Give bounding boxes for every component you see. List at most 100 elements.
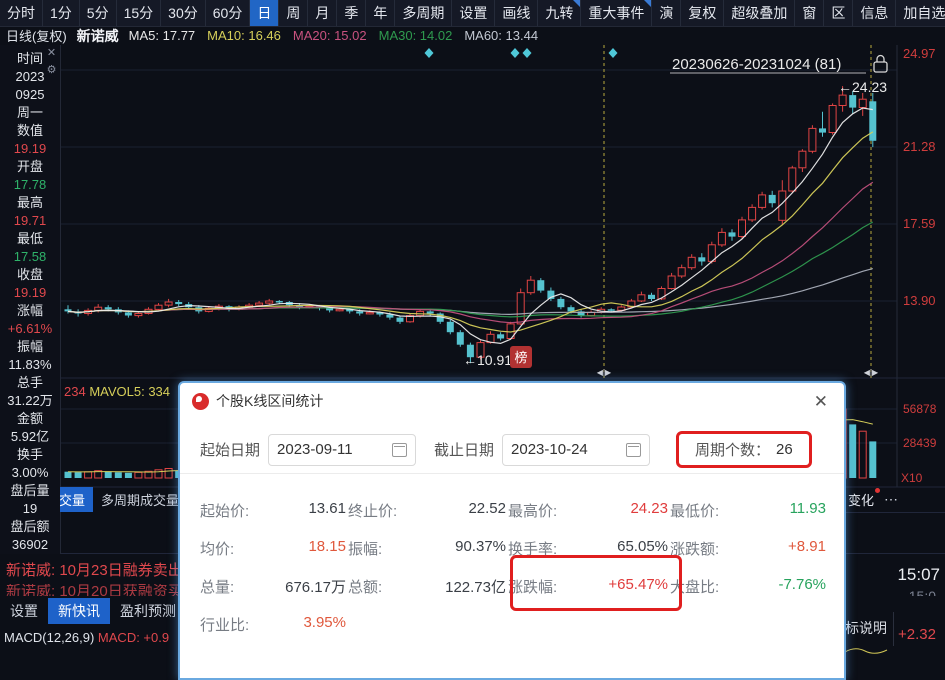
info-row: 换手 <box>16 447 43 462</box>
end-date-label: 截止日期 <box>434 442 495 459</box>
info-row: 19.19 <box>13 285 47 300</box>
calendar-icon[interactable] <box>626 442 642 457</box>
info-row: 涨幅 <box>16 303 43 318</box>
toolbar-button-5分[interactable]: 5分 <box>80 0 117 26</box>
toolbar-button-30分[interactable]: 30分 <box>161 0 206 26</box>
svg-text:←24.23: ←24.23 <box>838 79 887 95</box>
info-row: 盘后额 <box>10 519 50 534</box>
news-line-clipped[interactable]: 新诺威: 10月20日获融资买入 <box>6 584 178 596</box>
toolbar-button-日[interactable]: 日 <box>250 0 280 26</box>
period-count-label: 周期个数： <box>695 442 771 459</box>
toolbar-button-信息[interactable]: 信息 <box>853 0 897 26</box>
calendar-icon[interactable] <box>392 442 408 457</box>
ma-row: 日线(复权) 新诺威 MA5: 17.77 MA10: 16.46 MA20: 15… <box>0 26 945 45</box>
toolbar-button-超级叠加[interactable]: 超级叠加 <box>724 0 796 26</box>
info-row: 振幅 <box>16 339 43 354</box>
info-row: 开盘 <box>16 159 43 174</box>
tab-成交量[interactable]: 成交量 <box>60 487 94 512</box>
dialog-title: 个股K线区间统计 <box>216 393 324 409</box>
volume-header: 234 MAVOL5: 334 <box>64 384 177 399</box>
toolbar-button-年[interactable]: 年 <box>366 0 396 26</box>
info-panel: 时间 2023 0925 周一 数值 19.19 开盘 17.78 最高 19.71 最低 17.58… <box>0 45 61 554</box>
right-tab-row: 变化 ⋯ <box>846 487 945 513</box>
toolbar-button-窗[interactable]: 窗 <box>795 0 825 26</box>
toolbar-button-区[interactable]: 区 <box>824 0 854 26</box>
tab-news-flash[interactable]: 新快讯 <box>48 598 110 624</box>
toolbar-button-画线[interactable]: 画线 <box>495 0 539 26</box>
date-range-form: 起始日期 2023-09-11 截止日期 2023-10-24 周期个数： 26 <box>200 431 812 468</box>
info-row: 最低 <box>16 231 43 246</box>
dialog-titlebar[interactable]: 个股K线区间统计 <box>180 383 844 419</box>
stat-涨跌额: 涨跌额: +8.91 <box>670 537 826 558</box>
toolbar-button-季[interactable]: 季 <box>337 0 367 26</box>
info-row: 11.83% <box>8 357 52 372</box>
toolbar-button-重大事件[interactable]: 重大事件 <box>581 0 653 26</box>
info-row: 收盘 <box>16 267 43 282</box>
toolbar-button-月[interactable]: 月 <box>308 0 338 26</box>
news-line[interactable]: 新诺威: 10月23日融券卖出 <box>6 562 178 579</box>
toolbar-button-分时[interactable]: 分时 <box>0 0 43 26</box>
stock-name: 新诺威 <box>76 27 119 44</box>
kline-chart[interactable]: ◀|▶ ◀|▶ 20230626-20231024 (81) ←24.23 ←10.91… <box>60 45 945 635</box>
toolbar-button-15分[interactable]: 15分 <box>117 0 162 26</box>
start-date-label: 起始日期 <box>200 442 261 459</box>
toolbar-button-加自选[interactable]: 加自选 <box>896 0 945 26</box>
svg-text:24.97: 24.97 <box>903 46 936 61</box>
indicator-help-link[interactable]: 标说明 <box>845 620 887 636</box>
stat-均价: 均价: 18.15 <box>200 537 346 558</box>
dialog-close-icon[interactable]: ✕ <box>813 392 828 411</box>
tab-profit-forecast[interactable]: 盈利预测 <box>120 603 176 619</box>
stat-最低价: 最低价: 11.93 <box>670 499 826 520</box>
stats-row: 总量: 676.17万 总额: 122.73亿 涨跌幅: +65.47% 大盘比: -7.76… <box>200 567 828 605</box>
macd-params: MACD(12,26,9) <box>4 630 95 645</box>
gear-icon[interactable]: ⚙ <box>46 64 57 76</box>
svg-text:56878: 56878 <box>903 402 937 416</box>
close-icon[interactable]: ✕ <box>46 47 57 59</box>
macd-row: MACD(12,26,9) MACD: +0.9 <box>4 630 178 648</box>
macd-value: MACD: +0.9 <box>94 630 170 645</box>
indicator-value: +2.32 <box>898 626 936 643</box>
stat-涨跌幅: 涨跌幅: +65.47% <box>508 575 668 596</box>
toolbar-button-1分[interactable]: 1分 <box>43 0 80 26</box>
toolbar-button-多周期[interactable]: 多周期 <box>395 0 453 26</box>
info-row: 盘后量 <box>10 483 50 498</box>
stat-总额: 总额: 122.73亿 <box>348 578 506 596</box>
info-row: 36902 <box>11 537 49 552</box>
start-date-input[interactable]: 2023-09-11 <box>268 433 417 466</box>
stat-振幅: 振幅: 90.37% <box>348 537 506 558</box>
end-date-input[interactable]: 2023-10-24 <box>502 433 651 466</box>
toolbar-button-60分[interactable]: 60分 <box>206 0 251 26</box>
ma-item: MA30: 14.02 <box>378 28 453 43</box>
svg-text:X10: X10 <box>901 471 923 485</box>
dialog-divider <box>180 473 844 474</box>
tab-多周期成交量[interactable]: 多周期成交量 <box>101 493 178 508</box>
toolbar-button-复权[interactable]: 复权 <box>681 0 725 26</box>
info-row: 数值 <box>16 123 43 138</box>
toolbar-button-演[interactable]: 演 <box>652 0 682 26</box>
info-row: 31.22万 <box>7 393 53 408</box>
svg-text:◀|▶: ◀|▶ <box>864 368 879 377</box>
period-toolbar: 分时 1分 5分 15分 30分 60分日周月季年多周期 设置 画线 九转 重大事件演复权 超级叠… <box>0 0 945 27</box>
toolbar-button-九转[interactable]: 九转 <box>538 0 582 26</box>
info-row: 金额 <box>16 411 43 426</box>
notification-dot-icon <box>875 488 881 493</box>
more-icon[interactable]: ⋯ <box>884 491 900 507</box>
svg-text:28439: 28439 <box>903 436 937 450</box>
toolbar-button-周[interactable]: 周 <box>279 0 309 26</box>
stats-grid: 起始价: 13.61 终止价: 22.52 最高价: 24.23 最低价: 11.93 均价: 1… <box>200 491 828 643</box>
stats-row: 行业比: 3.95% <box>200 605 828 643</box>
kline-type-label: 日线(复权) <box>6 29 67 44</box>
toolbar-button-设置[interactable]: 设置 <box>452 0 496 26</box>
tab-change[interactable]: 变化 <box>846 488 881 509</box>
stat-最高价: 最高价: 24.23 <box>508 499 668 520</box>
info-row: 5.92亿 <box>10 429 50 444</box>
tab-settings[interactable]: 设置 <box>10 603 38 619</box>
stat-起始价: 起始价: 13.61 <box>200 499 346 520</box>
svg-text:13.90: 13.90 <box>903 293 936 308</box>
corner-flag-icon <box>573 0 581 7</box>
stat-终止价: 终止价: 22.52 <box>348 499 506 520</box>
stat-行业比: 行业比: 3.95% <box>200 613 346 634</box>
svg-text:21.28: 21.28 <box>903 139 936 154</box>
